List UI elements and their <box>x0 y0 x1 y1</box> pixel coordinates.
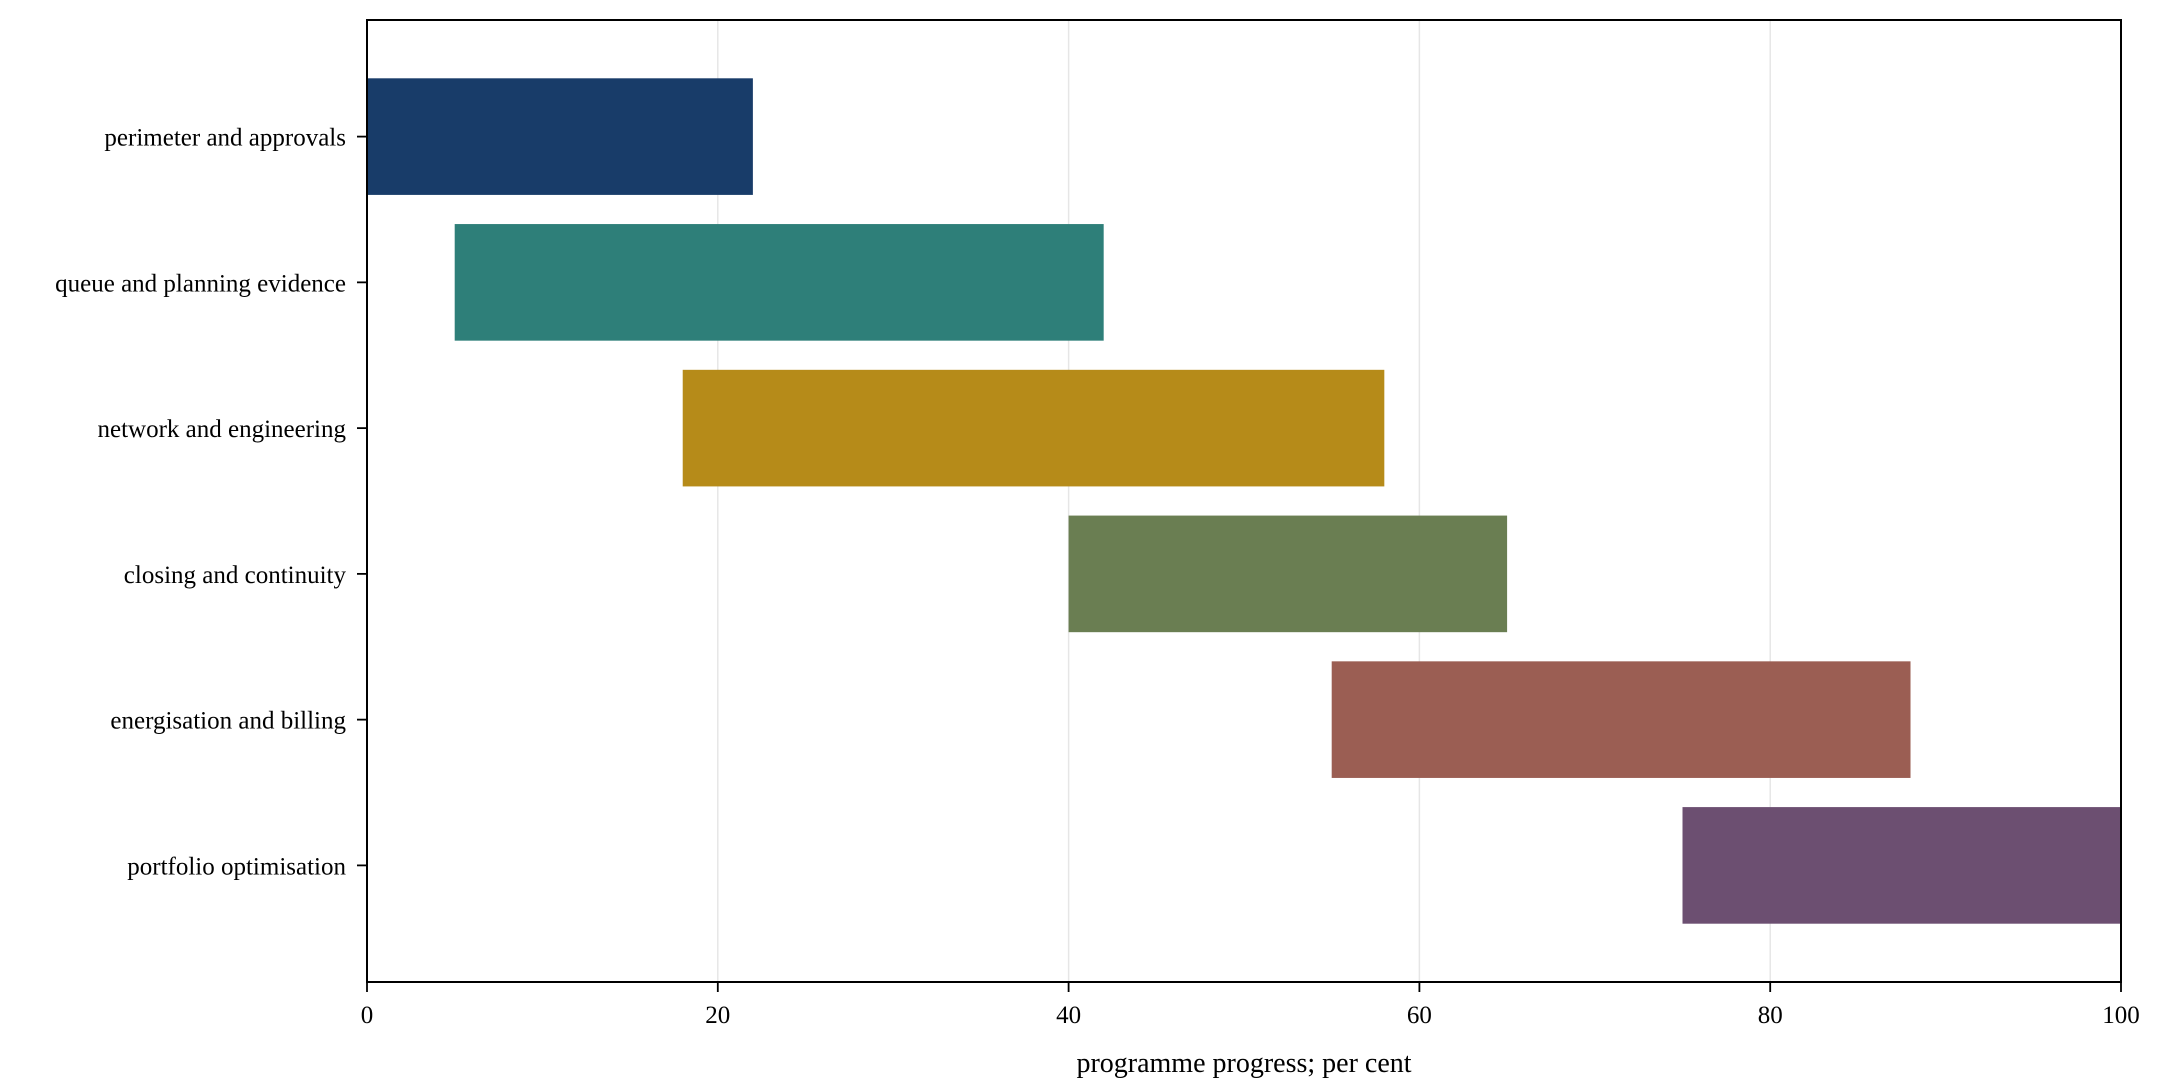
bars <box>367 78 2121 924</box>
y-tick-label: perimeter and approvals <box>104 125 346 152</box>
x-tick-label: 20 <box>705 1002 730 1029</box>
task-bar <box>454 224 1104 341</box>
x-tick-label: 80 <box>1758 1002 1783 1029</box>
y-tick-label: closing and continuity <box>124 562 347 589</box>
task-bar <box>1682 807 2121 924</box>
x-tick-label: 100 <box>2102 1002 2140 1029</box>
task-bar <box>1331 661 1911 778</box>
y-tick-label: queue and planning evidence <box>55 270 346 297</box>
x-tick-label: 0 <box>361 1002 374 1029</box>
x-axis-ticks: 0 20 40 60 80 100 <box>361 982 2140 1029</box>
x-tick-label: 60 <box>1407 1002 1432 1029</box>
y-axis-ticks: perimeter and approvals queue and plannin… <box>55 125 367 880</box>
x-axis-title: programme progress; per cent <box>1076 1048 1411 1079</box>
task-bar <box>367 78 753 195</box>
task-bar <box>1068 515 1508 633</box>
y-tick-label: portfolio optimisation <box>127 853 346 880</box>
y-tick-label: network and engineering <box>97 416 346 443</box>
x-tick-label: 40 <box>1056 1002 1081 1029</box>
plot-frame <box>366 19 2122 983</box>
y-tick-label: energisation and billing <box>110 708 346 735</box>
task-bar <box>682 369 1385 487</box>
